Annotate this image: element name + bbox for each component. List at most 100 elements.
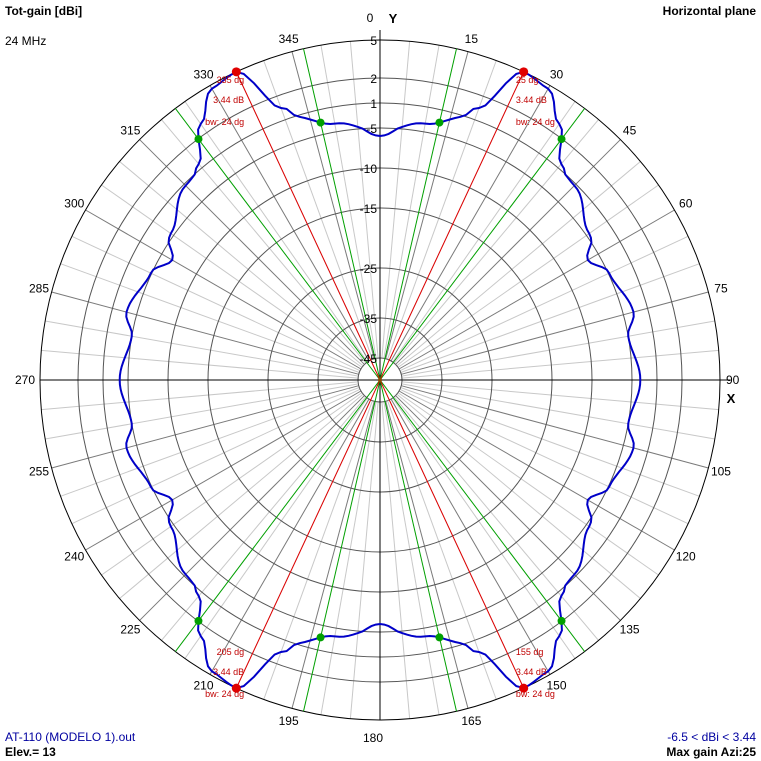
grid-spoke (385, 51, 469, 359)
grid-spoke (383, 45, 440, 359)
grid-spoke (45, 320, 359, 377)
grid-spoke (398, 209, 675, 370)
file-name: AT-110 (MODELO 1).out (5, 730, 136, 744)
beamwidth-line (379, 48, 457, 381)
beamwidth-line (303, 48, 381, 381)
elevation-label: Elev.= 13 (5, 745, 56, 759)
angle-label: 90 (726, 373, 740, 387)
grid-spoke (139, 139, 365, 365)
grid-spoke (184, 101, 368, 363)
ring-label: 5 (370, 34, 377, 48)
angle-label: 105 (711, 464, 731, 478)
grid-spoke (41, 349, 359, 379)
max-gain-line (235, 71, 381, 381)
beamwidth-label: bw: 24 dg (205, 689, 244, 699)
grid-spoke (381, 401, 411, 719)
max-gain-azimuth: Max gain Azi:25 (666, 745, 756, 759)
grid-spoke (401, 320, 715, 377)
grid-spoke (399, 388, 689, 525)
beamwidth-point (435, 118, 444, 127)
grid-spoke (320, 401, 377, 715)
grid-spoke (263, 400, 373, 700)
angle-label: 165 (461, 714, 481, 728)
beamwidth-point (557, 135, 566, 144)
grid-spoke (101, 184, 363, 368)
grid-spoke (381, 41, 411, 359)
angle-label: 330 (193, 67, 213, 81)
grid-spoke (60, 263, 360, 373)
max-gain-value-label: 3.44 dB (213, 667, 244, 677)
angle-label: 270 (15, 373, 35, 387)
pattern-curve (118, 70, 642, 690)
x-axis-label: X (727, 391, 736, 406)
beamwidth-line (379, 108, 586, 381)
grid-spoke (385, 401, 469, 709)
grid-spoke (396, 161, 641, 367)
grid-spoke (119, 161, 364, 367)
grid-spoke (320, 45, 377, 359)
ring-label: -10 (360, 162, 378, 176)
grid-spoke (209, 85, 370, 362)
grid-spoke (401, 349, 719, 379)
angle-label: 225 (120, 623, 140, 637)
origin-point (378, 378, 382, 382)
max-gain-angle-label: 205 dg (217, 647, 245, 657)
grid-spoke (393, 396, 599, 641)
grid-spoke (349, 401, 379, 719)
angle-label: 240 (64, 550, 84, 564)
ring-label: -35 (360, 312, 378, 326)
beamwidth-line (379, 379, 457, 712)
grid-spoke (71, 235, 361, 372)
angle-label: 60 (679, 197, 693, 211)
max-gain-point (519, 67, 529, 77)
angle-label: 180 (363, 731, 383, 745)
grid-spoke (393, 119, 599, 364)
beamwidth-line (379, 379, 586, 652)
beamwidth-line (303, 379, 381, 712)
grid-spoke (401, 383, 715, 440)
angle-label: 210 (193, 679, 213, 693)
y-axis-label: Y (389, 11, 398, 26)
angle-label: 150 (546, 679, 566, 693)
beamwidth-point (316, 118, 325, 127)
grid-spoke (161, 396, 367, 641)
grid-spoke (119, 393, 364, 599)
beamwidth-point (557, 616, 566, 625)
beamwidth-point (194, 135, 203, 144)
angle-label: 285 (29, 282, 49, 296)
max-gain-angle-label: 155 dg (516, 647, 544, 657)
grid-spoke (395, 395, 621, 621)
grid-spoke (395, 139, 621, 365)
max-gain-value-label: 3.44 dB (516, 95, 547, 105)
grid-spoke (291, 401, 375, 709)
grid-spoke (399, 235, 689, 372)
grid-spoke (139, 395, 365, 621)
grid-spoke (383, 401, 440, 715)
grid-spoke (263, 60, 373, 360)
angle-label: 195 (279, 714, 299, 728)
beamwidth-label: bw: 24 dg (516, 689, 555, 699)
beamwidth-point (194, 616, 203, 625)
max-gain-value-label: 3.44 dB (516, 667, 547, 677)
max-gain-point (231, 683, 241, 693)
grid-spoke (41, 381, 359, 411)
grid-spoke (392, 397, 576, 659)
grid-spoke (401, 381, 719, 411)
grid-spoke (397, 184, 659, 368)
ring-label: -25 (360, 262, 378, 276)
grid-spoke (400, 387, 700, 497)
beamwidth-point (435, 633, 444, 642)
max-gain-point (519, 683, 529, 693)
grid-spoke (45, 383, 359, 440)
angle-label: 135 (620, 623, 640, 637)
max-gain-value-label: 3.44 dB (213, 95, 244, 105)
gain-range: -6.5 < dBi < 3.44 (667, 730, 756, 744)
grid-spoke (209, 398, 370, 675)
angle-label: 255 (29, 464, 49, 478)
grid-spoke (396, 393, 641, 599)
grid-spoke (387, 400, 497, 700)
grid-spoke (401, 385, 709, 469)
max-gain-line (379, 71, 525, 381)
grid-spoke (398, 390, 675, 551)
